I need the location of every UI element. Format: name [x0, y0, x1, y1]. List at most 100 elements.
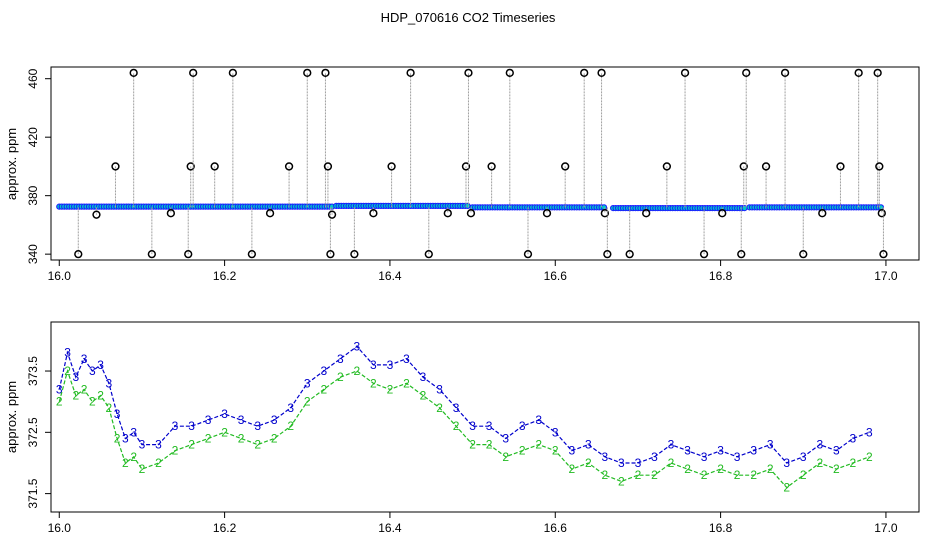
series-3-point: 3 — [106, 376, 113, 390]
spike-point — [466, 209, 476, 218]
x-tick-label: 16.6 — [544, 521, 568, 535]
series-3-point: 3 — [668, 438, 675, 452]
series-2-point: 2 — [453, 419, 460, 433]
series-3-point: 3 — [122, 431, 129, 445]
spike-point — [742, 68, 751, 77]
series-2-point: 2 — [800, 468, 807, 482]
spike-point — [327, 210, 337, 219]
series-3-point: 3 — [304, 376, 311, 390]
series-3-point: 3 — [800, 450, 807, 464]
spike-point — [443, 209, 452, 218]
series-3-point: 3 — [486, 419, 493, 433]
series-3-point: 3 — [387, 358, 394, 372]
spike-point — [111, 162, 120, 171]
spike-point — [464, 68, 473, 77]
series-3-point: 3 — [337, 352, 344, 366]
series-2-point: 2 — [81, 382, 88, 396]
spike-point — [228, 68, 238, 77]
spike-point — [662, 162, 672, 171]
series-3-point: 3 — [403, 352, 410, 366]
series-2-point: 2 — [122, 456, 129, 470]
series-2-point: 2 — [106, 401, 113, 415]
spike-point — [387, 162, 396, 171]
spike-point — [561, 162, 570, 171]
series-2-point: 2 — [535, 438, 542, 452]
series-2-point: 2 — [635, 468, 642, 482]
spike-point — [873, 68, 882, 77]
series-3-point: 3 — [568, 444, 575, 458]
spike-point — [265, 209, 275, 218]
y-tick-label: 371.5 — [26, 478, 40, 508]
series-3-point: 3 — [816, 438, 823, 452]
y-tick-label: 380 — [26, 185, 40, 205]
series-3-point: 3 — [750, 444, 757, 458]
spike-point — [718, 209, 727, 218]
series-2-point: 2 — [56, 395, 63, 409]
series-2-point: 2 — [866, 450, 873, 464]
x-tick-label: 17.0 — [874, 269, 898, 283]
series-2-point: 2 — [254, 438, 261, 452]
series-2-point: 2 — [287, 419, 294, 433]
series-2-point: 2 — [172, 444, 179, 458]
series-2-point: 2 — [205, 431, 212, 445]
spike-point — [799, 250, 808, 259]
series-2-point: 2 — [387, 382, 394, 396]
spike-point — [189, 68, 198, 77]
spike-point — [542, 209, 552, 218]
series-2-point: 2 — [354, 364, 361, 378]
series-3-point: 3 — [684, 444, 691, 458]
series-2-point: 2 — [436, 401, 443, 415]
spike-point — [836, 162, 845, 171]
spike-point — [737, 250, 746, 259]
spike-point — [818, 209, 827, 218]
series-2-point: 2 — [114, 431, 121, 445]
bottom-plot-area: 16.0 16.2 16.4 16.6 16.8 17.0 371.5 372.5 373.5 3… — [26, 340, 898, 535]
series-2-point: 2 — [130, 450, 137, 464]
series-3-point: 3 — [469, 419, 476, 433]
series-2-point: 2 — [320, 382, 327, 396]
spike-point — [699, 250, 709, 259]
series-3-point: 3 — [552, 425, 559, 439]
series-3-point: 3 — [155, 438, 162, 452]
series-2-point: 2 — [602, 468, 609, 482]
series-2-point: 2 — [783, 480, 790, 494]
series-2-point: 2 — [850, 456, 857, 470]
series-3-point: 3 — [254, 419, 261, 433]
spike-point — [739, 162, 748, 171]
series-2-point: 2 — [139, 462, 146, 476]
x-tick-label: 16.4 — [378, 269, 402, 283]
series-3-point: 3 — [585, 438, 592, 452]
series-2-point: 2 — [304, 395, 311, 409]
x-tick-label: 16.8 — [709, 269, 733, 283]
spike-point — [147, 250, 157, 259]
spike-point — [184, 250, 193, 259]
spike-point — [875, 162, 884, 171]
series-3-point: 3 — [238, 413, 245, 427]
series-3-point: 3 — [420, 370, 427, 384]
spike-point — [284, 162, 294, 171]
y-tick-label: 373.5 — [26, 356, 40, 386]
spike-point — [424, 250, 433, 259]
series-2-point: 2 — [833, 462, 840, 476]
series-3-point: 3 — [717, 444, 724, 458]
series-3-point: 3 — [81, 352, 88, 366]
top-plot-area: 16.0 16.2 16.4 16.6 16.8 17.0 340 380 420 460 — [26, 68, 898, 283]
series-3-point: 3 — [783, 456, 790, 470]
series-3-point: 3 — [734, 450, 741, 464]
x-tick-label: 16.0 — [48, 521, 72, 535]
spike-point — [761, 162, 771, 171]
series-3-point: 3 — [320, 364, 327, 378]
series-3-point: 3 — [205, 413, 212, 427]
series-3-point: 3 — [130, 425, 137, 439]
series-2-point: 2 — [337, 370, 344, 384]
top-plot-frame — [50, 66, 920, 261]
series-3-point: 3 — [618, 456, 625, 470]
spike-point — [92, 210, 101, 219]
spike-point — [597, 68, 606, 77]
series-2-point: 2 — [72, 389, 79, 403]
spike-point — [166, 209, 176, 218]
series-3-point: 3 — [89, 364, 96, 378]
series-2-point: 2 — [668, 456, 675, 470]
series-2-point: 2 — [188, 438, 195, 452]
series-3-point: 3 — [535, 413, 542, 427]
